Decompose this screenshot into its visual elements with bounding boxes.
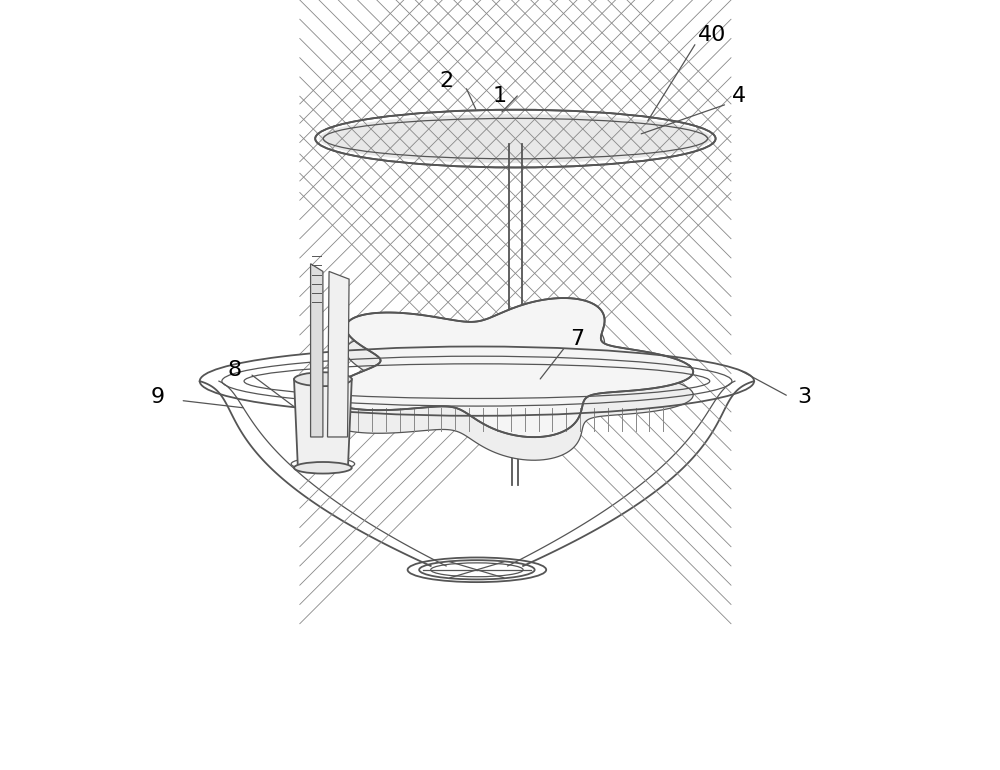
Text: 40: 40	[698, 25, 726, 45]
Polygon shape	[328, 298, 693, 437]
Ellipse shape	[319, 114, 712, 163]
Ellipse shape	[294, 373, 352, 387]
Polygon shape	[294, 380, 352, 468]
Polygon shape	[328, 272, 349, 437]
Text: 1: 1	[493, 86, 507, 106]
Polygon shape	[328, 321, 693, 460]
Polygon shape	[311, 264, 323, 437]
Text: 9: 9	[150, 387, 164, 407]
Text: 8: 8	[227, 360, 241, 380]
Ellipse shape	[294, 462, 352, 474]
Text: 2: 2	[439, 71, 453, 91]
Text: 7: 7	[570, 329, 584, 349]
Text: 3: 3	[797, 387, 811, 407]
Text: 4: 4	[732, 86, 746, 106]
